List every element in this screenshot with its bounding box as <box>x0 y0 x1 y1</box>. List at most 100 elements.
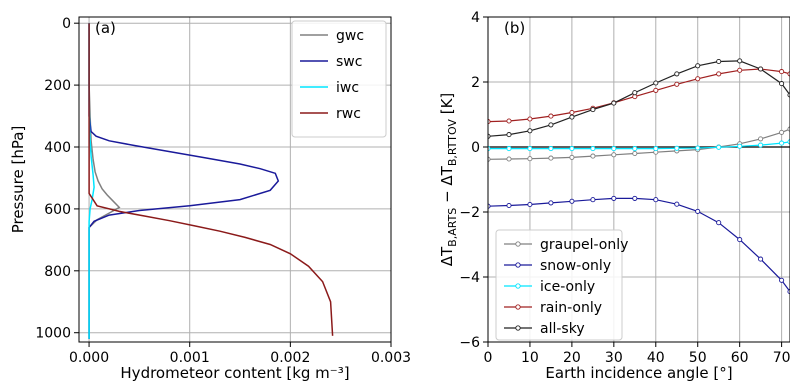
data-point-snow-only <box>787 289 790 295</box>
data-point-rain-only <box>787 71 790 77</box>
y-axis-label-a: Pressure [hPa] <box>9 126 27 234</box>
data-point-ice-only <box>787 139 790 145</box>
x-tick-label: 0.002 <box>270 350 310 366</box>
data-point-graupel-only <box>632 150 638 157</box>
data-point-rain-only <box>674 81 680 87</box>
data-point-snow-only <box>716 220 722 226</box>
data-point-rain-only <box>695 76 701 82</box>
x-tick-label: 0 <box>484 350 493 366</box>
series-swc <box>88 23 280 339</box>
data-point-all-sky <box>506 132 512 138</box>
legend-b: graupel-only snow-only ice-only rain-only al… <box>495 229 628 341</box>
data-point-snow-only <box>506 202 512 209</box>
data-point-all-sky <box>632 90 638 96</box>
data-point-snow-only <box>548 200 554 206</box>
ticks-b: 0 10 20 30 40 50 60 70 −6 −4 −2 0 2 4 <box>459 10 790 366</box>
legend-label-all-sky: all-sky <box>540 321 585 337</box>
y-tick-label: 4 <box>471 10 480 26</box>
data-point-snow-only <box>527 201 533 208</box>
legend-label-ice-only: ice-only <box>540 279 595 295</box>
data-point-all-sky <box>527 128 533 134</box>
data-point-graupel-only <box>488 156 491 162</box>
data-point-graupel-only <box>548 155 554 161</box>
data-point-all-sky <box>488 133 491 139</box>
legend-label-swc: swc <box>336 54 362 70</box>
data-point-ice-only <box>611 146 617 152</box>
series-group-b <box>488 58 790 295</box>
data-point-ice-only <box>506 146 512 152</box>
series-group-a <box>88 23 334 339</box>
data-point-snow-only <box>695 208 701 214</box>
data-point-all-sky <box>779 81 785 87</box>
y-tick-label: 0 <box>62 16 71 32</box>
data-point-snow-only <box>737 237 743 243</box>
data-point-all-sky <box>737 58 743 64</box>
data-point-rain-only <box>548 113 554 119</box>
data-point-graupel-only <box>506 156 512 162</box>
legend-label-iwc: iwc <box>336 80 359 96</box>
x-tick-label: 10 <box>521 350 539 366</box>
data-point-rain-only <box>653 87 659 93</box>
data-point-rain-only <box>779 69 785 75</box>
panel-label-b: (b) <box>504 19 525 37</box>
data-point-all-sky <box>569 114 575 120</box>
legend-label-rwc: rwc <box>336 106 361 122</box>
series-graupel-only <box>488 126 790 162</box>
data-point-all-sky <box>611 100 617 106</box>
legend-a: gwc swc iwc rwc <box>291 20 387 138</box>
series-line-snow-only <box>488 197 790 292</box>
x-axis-label-a: Hydrometeor content [kg m⁻³] <box>120 364 349 382</box>
y-tick-label: 200 <box>44 78 71 94</box>
data-point-all-sky <box>590 107 596 113</box>
y-tick-label: −6 <box>459 335 480 351</box>
data-point-snow-only <box>632 195 638 201</box>
x-tick-label: 20 <box>563 350 581 366</box>
data-point-all-sky <box>653 80 659 86</box>
ticks-a: 0.000 0.001 0.002 0.003 0 200 400 600 800 1000 <box>35 16 411 366</box>
data-point-rain-only <box>569 109 575 116</box>
panel-a-hydrometeor-profile: 0.000 0.001 0.002 0.003 0 200 400 600 800 1000 (a… <box>9 16 411 382</box>
legend-marker-ice-only <box>515 283 521 289</box>
data-point-all-sky <box>758 66 764 72</box>
x-tick-label: 40 <box>647 350 665 366</box>
data-point-all-sky <box>787 92 790 98</box>
series-ice-only <box>488 139 790 152</box>
data-point-all-sky <box>716 58 722 65</box>
plot-frame-b <box>487 16 790 343</box>
series-line-all-sky <box>488 60 790 137</box>
y-tick-label: 0 <box>471 140 480 156</box>
data-point-all-sky <box>674 71 680 77</box>
data-point-graupel-only <box>611 152 617 158</box>
series-line-swc <box>88 23 280 339</box>
y-tick-label: 600 <box>44 202 71 218</box>
legend-box <box>495 229 623 341</box>
series-line-rwc <box>88 23 334 336</box>
series-all-sky <box>488 58 790 139</box>
data-point-ice-only <box>590 146 596 152</box>
data-point-snow-only <box>779 277 785 283</box>
data-point-all-sky <box>695 63 701 69</box>
data-point-ice-only <box>737 143 743 149</box>
y-tick-label: −4 <box>459 270 480 286</box>
data-point-snow-only <box>758 256 764 262</box>
data-point-all-sky <box>548 122 554 128</box>
data-point-ice-only <box>695 145 701 151</box>
legend-marker-snow-only <box>515 262 521 268</box>
data-point-ice-only <box>653 146 659 152</box>
legend-marker-all-sky <box>515 325 521 331</box>
x-tick-label: 50 <box>689 350 707 366</box>
data-point-graupel-only <box>590 153 596 159</box>
data-point-ice-only <box>488 146 491 152</box>
legend-marker-rain-only <box>515 304 521 310</box>
series-snow-only <box>488 195 790 295</box>
data-point-ice-only <box>674 145 680 151</box>
y-tick-label: 2 <box>471 75 480 91</box>
series-line-graupel-only <box>488 128 790 160</box>
y-tick-label: 1000 <box>35 326 71 342</box>
y-tick-label: −2 <box>459 205 480 221</box>
x-tick-label: 30 <box>605 350 623 366</box>
data-point-ice-only <box>716 144 722 150</box>
data-point-ice-only <box>779 140 785 146</box>
data-point-ice-only <box>758 142 764 148</box>
